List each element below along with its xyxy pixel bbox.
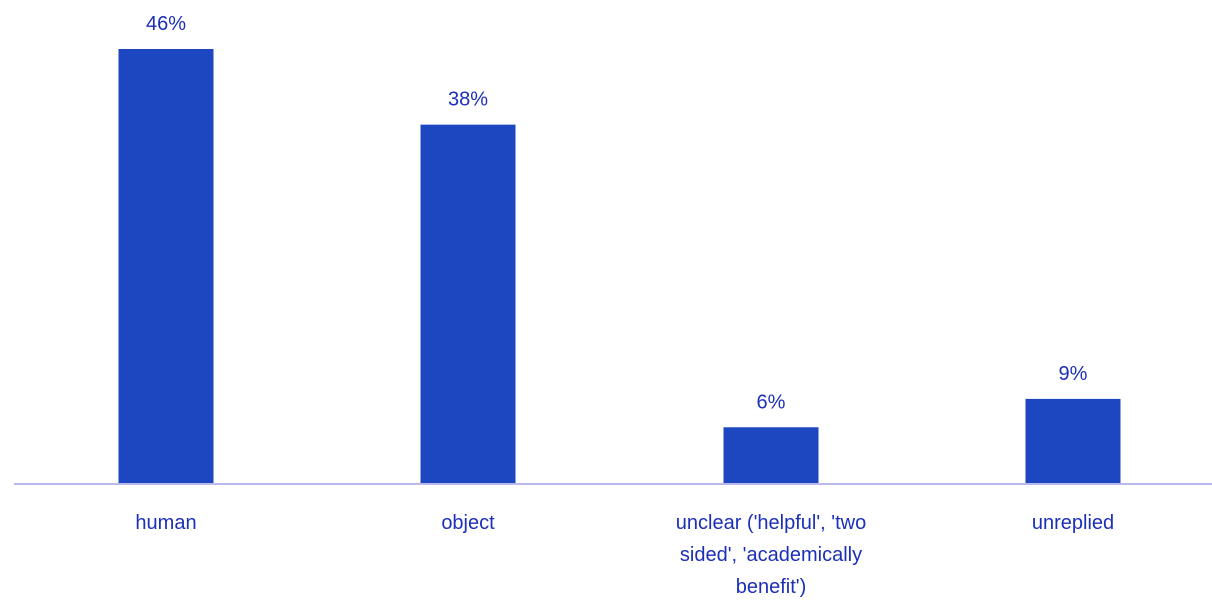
- bars-layer: [118, 49, 1121, 485]
- bar-unreplied: [1025, 398, 1121, 484]
- bar-value-label: 9%: [1059, 363, 1088, 385]
- bar-value-label: 6%: [757, 391, 786, 413]
- bar-value-label: 46%: [146, 13, 186, 35]
- category-label: object: [441, 512, 495, 534]
- category-label: unclear ('helpful', 'two sided', 'academi…: [676, 512, 866, 598]
- bar-object: [420, 124, 516, 485]
- value-labels-layer: 46% 38% 6% 9%: [146, 13, 1088, 413]
- category-labels-layer: human object unclear ('helpful', 'two sided…: [135, 512, 1114, 598]
- bar-unclear: [723, 427, 819, 484]
- bar-value-label: 38%: [448, 89, 488, 111]
- bar-human: [118, 49, 214, 484]
- category-label: unreplied: [1032, 512, 1114, 534]
- category-label: human: [135, 512, 196, 534]
